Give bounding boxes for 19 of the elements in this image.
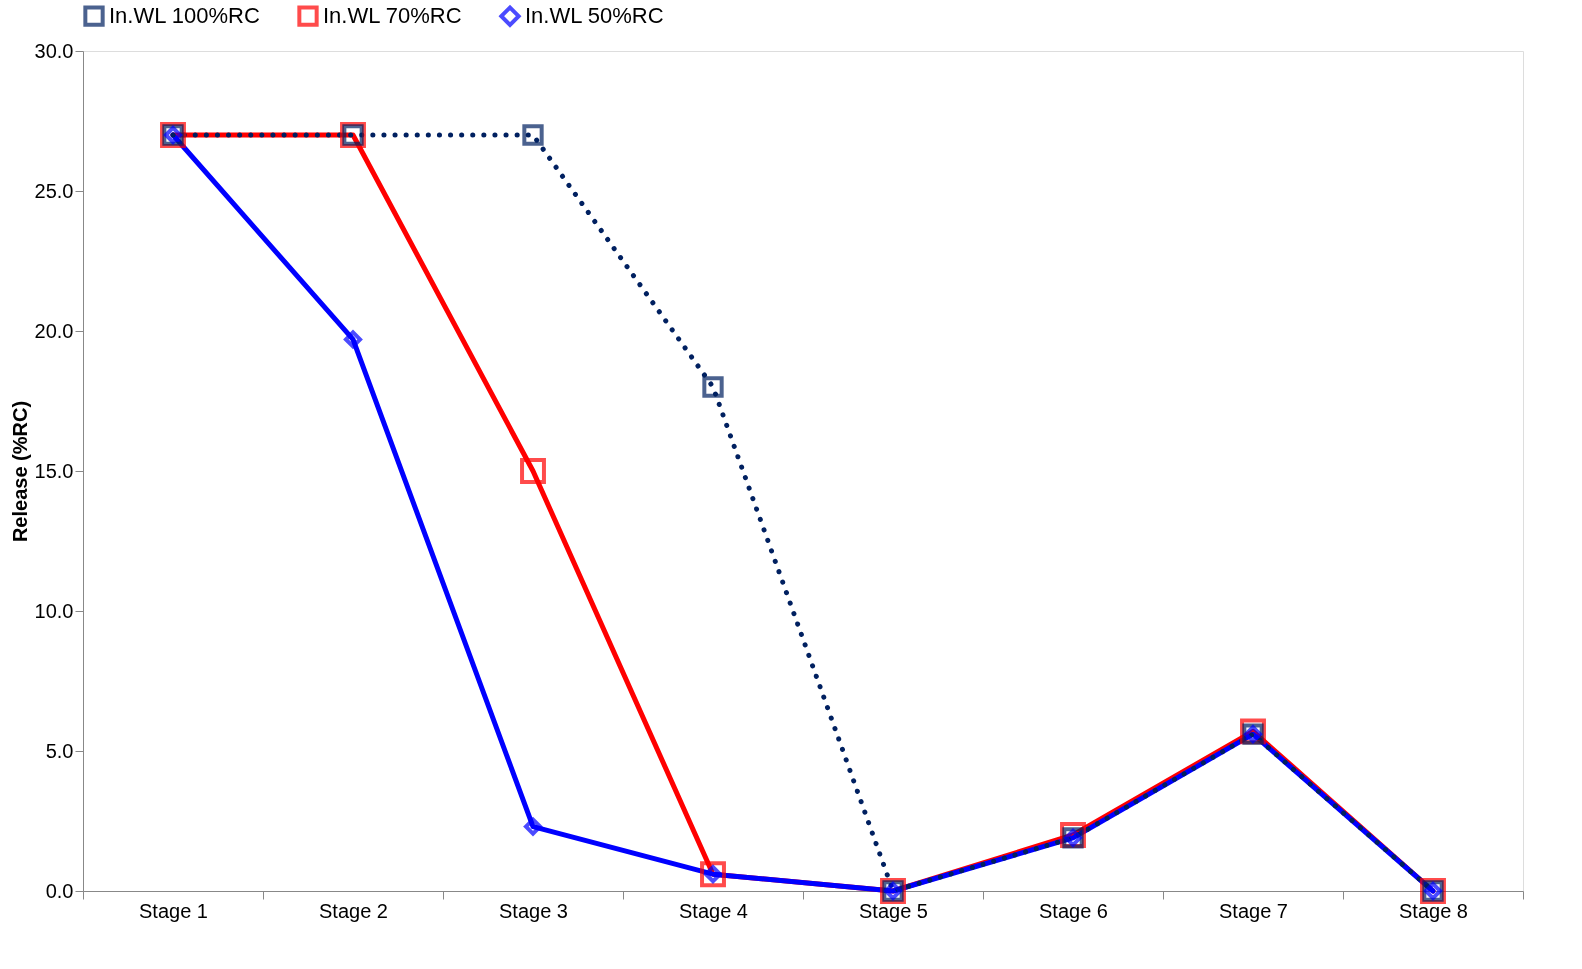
y-tick-label: 30.0 — [34, 39, 74, 62]
y-tick-label: 0.0 — [45, 879, 74, 902]
x-tick-label: Stage 2 — [319, 899, 388, 922]
y-axis-title: Release (%RC) — [8, 400, 31, 543]
x-tick-label: Stage 1 — [139, 899, 208, 922]
x-tick-label: Stage 7 — [1219, 899, 1288, 922]
y-tick-label: 15.0 — [34, 459, 74, 482]
legend-label: In.WL 70%RC — [323, 3, 462, 29]
legend-label: In.WL 100%RC — [109, 3, 260, 29]
y-tick-label: 20.0 — [34, 319, 74, 342]
x-tick-label: Stage 8 — [1399, 899, 1468, 922]
x-tick-label: Stage 4 — [679, 899, 748, 922]
y-tick-label: 25.0 — [34, 179, 74, 202]
x-tick-label: Stage 6 — [1039, 899, 1108, 922]
y-tick-label: 10.0 — [34, 599, 74, 622]
y-tick-label: 5.0 — [45, 739, 74, 762]
x-tick-label: Stage 3 — [499, 899, 568, 922]
legend-label: In.WL 50%RC — [525, 3, 664, 29]
x-tick-label: Stage 5 — [859, 899, 928, 922]
